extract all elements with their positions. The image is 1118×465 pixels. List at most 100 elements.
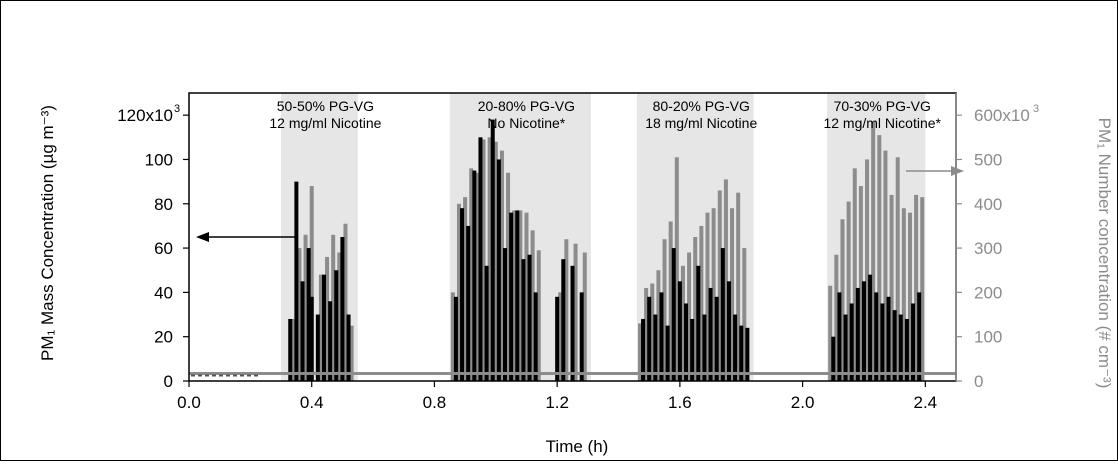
number-bar — [901, 208, 906, 381]
mass-bar — [478, 137, 483, 381]
number-bar — [699, 225, 704, 381]
x-tick-label: 1.2 — [545, 393, 569, 412]
number-bar — [846, 201, 851, 381]
mass-bar — [515, 210, 520, 381]
mass-bar — [874, 292, 879, 381]
mass-bar — [527, 254, 532, 381]
mass-bar — [346, 314, 351, 381]
mass-bar — [521, 259, 526, 381]
number-bar — [469, 168, 474, 381]
x-tick-label: 0.8 — [423, 393, 447, 412]
region-label-line1: 80-20% PG-VG — [653, 98, 750, 114]
number-bar — [877, 135, 882, 381]
number-bar — [303, 234, 308, 381]
number-bar — [343, 223, 348, 381]
number-bar — [852, 168, 857, 381]
number-bar — [481, 139, 486, 381]
mass-bar — [684, 303, 689, 381]
mass-bar — [288, 318, 293, 381]
mass-bar — [300, 281, 305, 381]
y-left-tick-label: 100 — [145, 150, 173, 169]
number-bar — [573, 243, 578, 381]
mass-bar — [917, 292, 922, 381]
y-right-tick-label: 0 — [974, 372, 983, 391]
y-left-tick-label: 60 — [154, 239, 173, 258]
number-bar — [858, 186, 863, 381]
mass-bar — [503, 248, 508, 381]
mass-bar — [892, 310, 897, 381]
mass-bar — [641, 318, 646, 381]
mass-bar — [898, 314, 903, 381]
mass-bar — [496, 159, 501, 381]
number-bar — [297, 248, 302, 381]
y-left-exponent: 3 — [174, 103, 180, 115]
region-label-line1: 70-30% PG-VG — [834, 98, 931, 114]
number-bar — [717, 190, 722, 381]
x-tick-label: 0.4 — [300, 393, 324, 412]
number-bar — [865, 159, 870, 381]
number-bar — [742, 248, 747, 381]
mass-bar — [861, 281, 866, 381]
left-arrow-head — [196, 232, 209, 242]
mass-bar — [328, 301, 333, 381]
number-bar — [558, 292, 563, 381]
y-right-exponent: 3 — [1033, 103, 1039, 115]
number-bar — [530, 230, 535, 381]
axes — [188, 92, 957, 382]
mass-bar — [720, 248, 725, 381]
mass-bar — [460, 208, 465, 381]
number-bar — [650, 283, 655, 381]
mass-bar — [745, 327, 750, 381]
number-bar — [668, 221, 673, 381]
y-right-tick-label: 300 — [974, 239, 1002, 258]
mass-bar — [831, 336, 836, 381]
number-bar — [499, 150, 504, 381]
mass-bar — [671, 248, 676, 381]
mass-bar — [334, 270, 339, 381]
mass-bar — [570, 265, 575, 381]
number-bar — [871, 121, 876, 382]
mass-bar — [739, 325, 744, 381]
number-bar — [524, 212, 529, 381]
number-bar — [828, 285, 833, 381]
number-bar — [337, 252, 342, 381]
number-bar — [889, 194, 894, 381]
mass-bar — [533, 292, 538, 381]
mass-bar — [472, 170, 477, 381]
number-bar — [693, 237, 698, 381]
mass-bar — [690, 318, 695, 381]
y-right-tick-label: 600x10 — [974, 106, 1030, 125]
number-bar — [840, 219, 845, 381]
number-bar — [463, 197, 468, 381]
number-bar — [907, 212, 912, 381]
mass-bar — [733, 314, 738, 381]
region-label-line1: 20-80% PG-VG — [478, 98, 575, 114]
y-right-tick-label: 500 — [974, 150, 1002, 169]
y-left-tick-label: 40 — [154, 283, 173, 302]
mass-bar — [659, 292, 664, 381]
x-tick-label: 2.4 — [913, 393, 937, 412]
mass-bar — [677, 281, 682, 381]
number-bar — [512, 210, 517, 381]
number-bar — [487, 137, 492, 381]
number-bar — [518, 210, 523, 381]
number-bar — [349, 325, 354, 381]
number-bar — [662, 239, 667, 381]
number-bar — [895, 157, 900, 381]
mass-bar — [843, 314, 848, 381]
mass-bar — [579, 292, 584, 381]
number-bar — [309, 186, 314, 381]
baselines — [189, 371, 956, 377]
number-bar — [723, 179, 728, 381]
mass-bar — [849, 303, 854, 381]
region-label-line2: No Nicotine* — [487, 115, 565, 131]
mass-bar — [309, 296, 314, 381]
x-axis-label: Time (h) — [546, 437, 609, 456]
mass-bar — [294, 181, 299, 381]
number-bar — [493, 141, 498, 381]
number-bar — [325, 256, 330, 381]
